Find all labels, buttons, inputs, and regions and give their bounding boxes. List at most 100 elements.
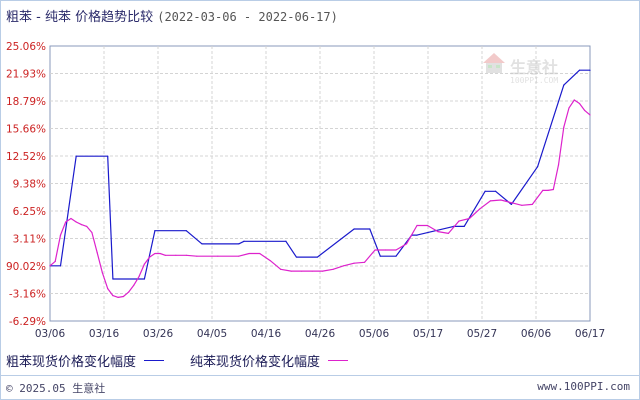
series-1-point <box>384 249 387 251</box>
series-0-point <box>143 278 145 280</box>
x-tick-label: 04/05 <box>197 328 227 340</box>
series-1-point <box>248 252 250 255</box>
series-1-point <box>112 295 114 297</box>
series-1-point <box>49 265 51 267</box>
series-0-point <box>395 255 397 257</box>
series-0-point <box>563 84 565 86</box>
chart-title-range: (2022-03-06 - 2022-06-17) <box>157 10 338 24</box>
series-1-point <box>280 268 282 270</box>
series-line-0 <box>50 69 590 280</box>
series-1-point <box>159 252 161 255</box>
series-1-point <box>395 249 397 251</box>
series-1-point <box>70 217 72 220</box>
series-1-point <box>101 272 104 274</box>
y-tick-label: 15.66% <box>6 124 46 136</box>
series-0-point <box>201 243 203 245</box>
y-tick-label: 90.02% <box>6 261 46 273</box>
series-1-point <box>65 221 67 223</box>
series-1-point <box>164 254 166 256</box>
series-1-point <box>563 126 565 128</box>
series-1-point <box>96 252 98 254</box>
legend-item-crude-benzene: 粗苯现货价格变化幅度 <box>6 351 165 370</box>
series-1-point <box>138 275 140 277</box>
series-0-point <box>495 190 497 192</box>
series-1-point <box>175 254 177 256</box>
series-0-point <box>154 230 156 232</box>
series-1-point <box>547 189 549 191</box>
x-tick-label: 06/17 <box>575 328 605 340</box>
series-line-1 <box>49 99 591 298</box>
series-1-point <box>426 224 429 227</box>
series-0-point <box>353 228 355 230</box>
series-0-point <box>75 155 77 157</box>
legend-item-pure-benzene: 纯苯现货价格变化幅度 <box>190 351 349 370</box>
series-0-point <box>185 230 187 232</box>
x-tick-label: 03/16 <box>89 328 120 340</box>
series-1-point <box>217 255 219 257</box>
series-0-point <box>379 255 381 257</box>
series-1-point <box>479 208 481 210</box>
legend-label-crude-benzene: 粗苯现货价格变化幅度 <box>6 354 137 370</box>
y-tick-label: 3.11% <box>13 234 46 246</box>
house-logo-icon <box>483 53 505 73</box>
legend-label-pure-benzene: 纯苯现货价格变化幅度 <box>190 354 321 370</box>
series-1-point <box>301 270 303 272</box>
x-tick-label: 04/26 <box>305 328 336 340</box>
series-1-point <box>489 200 491 202</box>
y-tick-label: 12.52% <box>6 151 46 163</box>
y-tick-label: 6.25% <box>13 206 46 218</box>
series-1-point <box>353 262 355 264</box>
series-1-point <box>185 254 187 256</box>
series-1-point <box>521 204 523 206</box>
line-chart: 25.06% 21.93% 18.79% 15.66% 12.52% 9.38% 6.25%… <box>6 41 605 340</box>
series-1-point <box>143 263 145 265</box>
series-0-point <box>369 228 371 230</box>
series-1-point <box>573 99 575 101</box>
series-0-point <box>416 234 418 236</box>
x-tick-label: 03/06 <box>35 328 66 340</box>
series-0-point <box>285 240 287 242</box>
y-tick-label: 25.06% <box>6 41 46 53</box>
series-1-point <box>363 261 366 263</box>
series-1-point <box>374 249 376 251</box>
series-1-point <box>342 265 345 267</box>
series-1-point <box>531 203 533 206</box>
series-0-point <box>510 203 512 206</box>
series-0-point <box>295 256 298 258</box>
series-1-point <box>568 107 570 109</box>
series-1-point <box>447 232 450 234</box>
series-0-point <box>238 243 240 245</box>
series-1-point <box>557 164 560 166</box>
series-1-point <box>196 255 198 257</box>
chart-title-main: 粗苯 - 纯苯 价格趋势比较 <box>6 10 154 25</box>
x-tick-label: 04/16 <box>251 328 282 340</box>
series-1-point <box>552 188 554 191</box>
series-1-point <box>59 234 62 236</box>
series-1-point <box>542 189 544 191</box>
series-0-point <box>243 240 245 242</box>
series-1-point <box>54 260 56 263</box>
series-1-point <box>259 252 261 255</box>
x-tick-label: 05/06 <box>359 328 390 340</box>
series-1-point <box>468 217 471 220</box>
footer-divider <box>0 375 640 376</box>
watermark-name: 生意社 <box>510 58 559 77</box>
series-1-point <box>311 270 313 272</box>
series-0-point <box>578 69 581 71</box>
series-1-point <box>107 288 109 290</box>
series-0-point <box>463 225 465 227</box>
series-1-point <box>154 252 156 255</box>
series-1-point <box>122 295 124 298</box>
series-1-point <box>290 270 292 272</box>
footer-site-link[interactable]: www.100PPI.com <box>537 380 630 393</box>
series-1-point <box>80 223 83 226</box>
series-0-point <box>589 69 591 71</box>
series-1-point <box>91 231 93 234</box>
x-tick-label: 06/06 <box>521 328 552 340</box>
watermark-logo: 生意社 100PPI.COM <box>482 52 562 92</box>
y-tick-label: 18.79% <box>6 96 46 108</box>
series-1-point <box>584 109 586 112</box>
series-1-point <box>405 243 408 245</box>
series-1-point <box>510 202 512 204</box>
series-1-point <box>589 114 591 116</box>
